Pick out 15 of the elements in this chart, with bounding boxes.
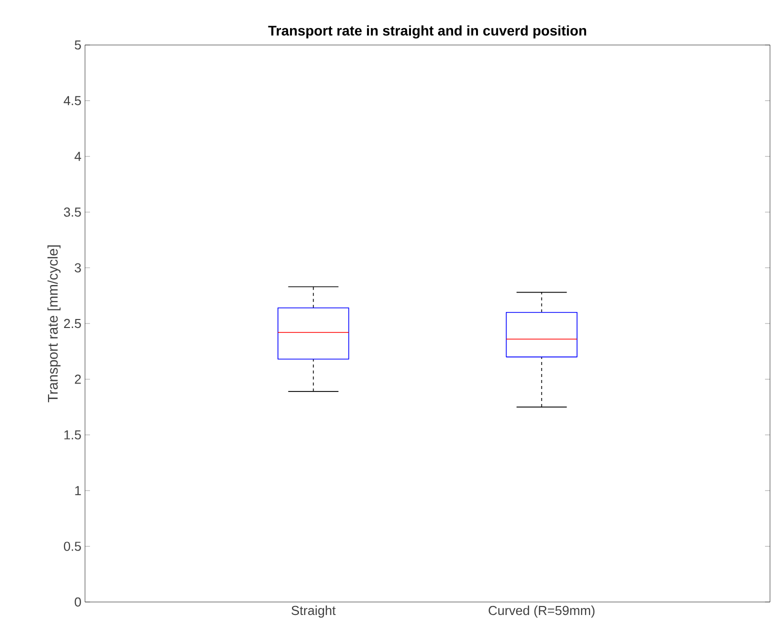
- chart-title: Transport rate in straight and in cuverd position: [268, 25, 586, 38]
- y-tick-label: 0: [74, 597, 81, 607]
- y-tick-label: 4: [74, 152, 82, 161]
- y-tick-label: 3: [74, 263, 81, 272]
- y-tick-label: 3.5: [64, 207, 81, 217]
- y-tick-label: 2.5: [64, 318, 81, 328]
- y-tick-label: 5: [74, 40, 81, 50]
- y-tick-label: 1: [75, 486, 81, 496]
- y-tick-label: 1.5: [64, 430, 81, 440]
- y-axis-title: Transport rate [mm/cycle]: [47, 245, 61, 402]
- y-tick-label: 2: [74, 374, 81, 384]
- y-tick-label: 0.5: [64, 542, 81, 551]
- x-tick-label: Curved (R=59mm): [488, 606, 594, 618]
- x-tick-label: Straight: [292, 606, 336, 618]
- y-tick-label: 4.5: [64, 96, 81, 106]
